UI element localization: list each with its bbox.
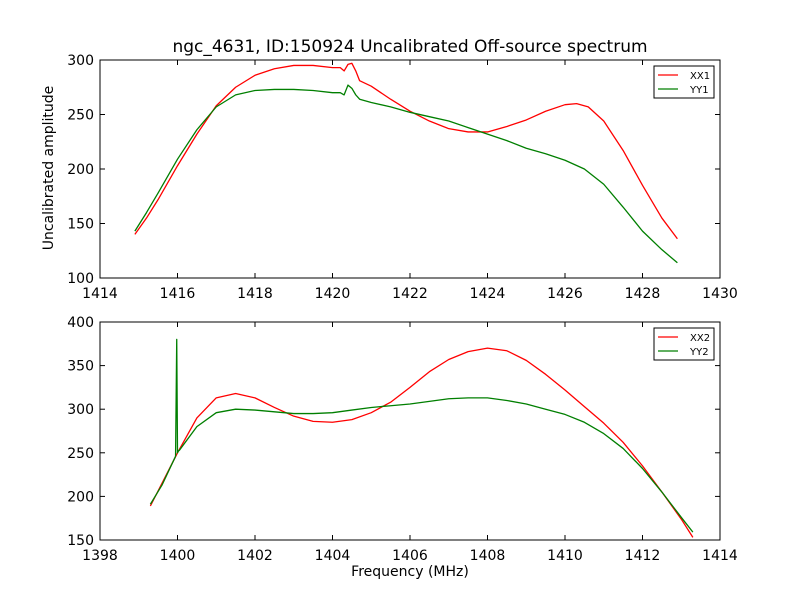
y-tick-label: 200 — [67, 162, 94, 178]
y-tick-label: 350 — [67, 359, 94, 375]
y-tick-label: 250 — [67, 446, 94, 462]
x-tick-label: 1424 — [470, 286, 506, 302]
y-tick-label: 100 — [67, 271, 94, 287]
x-tick-label: 1412 — [625, 548, 661, 564]
bottom-plot: 1398 1400 1402 1404 1406 1408 1410 1412 1414 150 2… — [67, 315, 738, 564]
y-tick-label: 200 — [67, 489, 94, 505]
chart-title: ngc_4631, ID:150924 Uncalibrated Off-sou… — [172, 37, 647, 57]
y-tick-label: 300 — [67, 53, 94, 69]
x-tick-label: 1430 — [702, 286, 738, 302]
x-tick-label: 1420 — [315, 286, 351, 302]
y-tick-label: 250 — [67, 108, 94, 124]
series-line-yy1 — [134, 84, 678, 264]
x-tick-label: 1398 — [82, 548, 118, 564]
series-line-xx1 — [134, 62, 678, 240]
x-tick-label: 1418 — [237, 286, 273, 302]
x-tick-label: 1410 — [547, 548, 583, 564]
y-axis-label: Uncalibrated amplitude — [41, 86, 57, 251]
y-tick-label: 400 — [67, 315, 94, 331]
x-tick-label: 1404 — [315, 548, 351, 564]
x-tick-label: 1426 — [547, 286, 583, 302]
y-tick-label: 150 — [67, 217, 94, 233]
x-tick-label: 1416 — [160, 286, 196, 302]
x-tick-label: 1402 — [237, 548, 273, 564]
y-tick-label: 300 — [67, 402, 94, 418]
legend-box — [653, 65, 715, 99]
legend-label-xx1: XX1 — [690, 71, 710, 82]
legend-box — [653, 327, 715, 361]
x-tick-label: 1414 — [82, 286, 118, 302]
x-tick-label: 1414 — [702, 548, 738, 564]
series-line-xx2 — [149, 347, 694, 538]
top-plot: 1414 1416 1418 1420 1422 1424 1426 1428 1430 100 1… — [67, 53, 738, 302]
legend-label-xx2: XX2 — [690, 333, 710, 344]
x-axis-label: Frequency (MHz) — [351, 564, 469, 580]
x-tick-label: 1400 — [160, 548, 196, 564]
series-line-yy2 — [149, 338, 694, 533]
x-tick-label: 1422 — [392, 286, 428, 302]
x-tick-label: 1408 — [470, 548, 506, 564]
x-tick-label: 1428 — [625, 286, 661, 302]
legend-label-yy1: YY1 — [689, 85, 709, 96]
legend-label-yy2: YY2 — [689, 347, 709, 358]
x-tick-label: 1406 — [392, 548, 428, 564]
y-tick-label: 150 — [67, 533, 94, 549]
